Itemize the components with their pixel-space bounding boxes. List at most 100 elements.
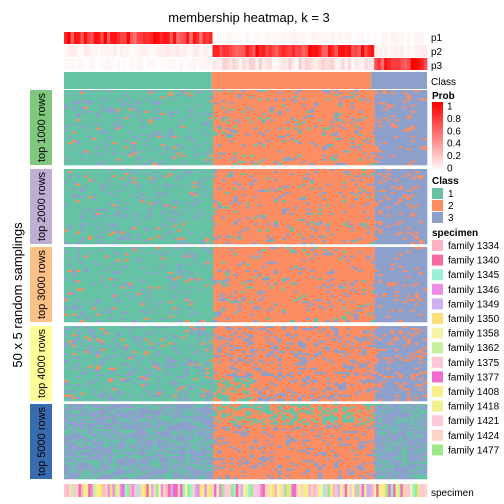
heat-cell — [241, 119, 245, 121]
heat-cell — [298, 157, 302, 159]
heat-cell — [225, 161, 229, 163]
heat-cell — [294, 119, 298, 121]
heat-cell — [322, 177, 326, 179]
heat-cell — [306, 132, 310, 134]
heat-cell — [213, 182, 217, 184]
heat-cell — [338, 125, 342, 127]
heat-cell — [282, 182, 286, 184]
heat-cell — [237, 125, 241, 127]
heat-cell — [108, 157, 112, 159]
heat-cell — [141, 171, 145, 173]
heat-cell — [278, 159, 282, 161]
heat-cell — [161, 103, 165, 105]
heat-cell — [112, 111, 116, 113]
heat-cell — [395, 161, 399, 163]
heat-cell — [141, 163, 145, 165]
heat-cell — [213, 146, 217, 148]
heat-cell — [266, 157, 270, 159]
heat-cell — [88, 132, 92, 134]
heat-cell — [104, 132, 108, 134]
heat-cell — [330, 142, 334, 144]
heat-cell — [354, 94, 358, 96]
heat-cell — [233, 94, 237, 96]
heat-cell — [310, 136, 314, 138]
heat-cell — [165, 98, 169, 100]
heat-cell — [165, 196, 169, 198]
prob-cell-p1 — [391, 32, 395, 44]
heat-cell — [96, 177, 100, 179]
heat-cell — [403, 188, 407, 190]
heat-cell — [165, 119, 169, 121]
heat-cell — [314, 119, 318, 121]
heat-cell — [137, 146, 141, 148]
heat-cell — [233, 194, 237, 196]
heat-cell — [250, 138, 254, 140]
heat-cell — [326, 153, 330, 155]
heat-cell — [314, 115, 318, 117]
heat-cell — [72, 100, 76, 102]
heat-cell — [318, 94, 322, 96]
prob-cell-p2 — [84, 45, 88, 57]
heat-cell — [181, 107, 185, 109]
heat-cell — [314, 155, 318, 157]
heat-cell — [133, 121, 137, 123]
heat-cell — [379, 123, 383, 125]
heat-cell — [233, 182, 237, 184]
heat-cell — [391, 194, 395, 196]
heat-cell — [254, 144, 258, 146]
heat-cell — [423, 161, 427, 163]
prob-cell-p2 — [292, 45, 296, 57]
heat-cell — [100, 113, 104, 115]
prob-cell-p3 — [368, 58, 372, 70]
heat-cell — [310, 105, 314, 107]
heat-cell — [419, 138, 423, 140]
heat-cell — [375, 177, 379, 179]
heat-cell — [157, 159, 161, 161]
heat-cell — [153, 153, 157, 155]
heat-cell — [241, 121, 245, 123]
heat-cell — [84, 125, 88, 127]
heat-cell — [395, 103, 399, 105]
heat-cell — [217, 179, 221, 181]
heat-cell — [181, 119, 185, 121]
prob-cell-p1 — [229, 32, 233, 44]
heat-cell — [161, 182, 165, 184]
heat-cell — [278, 113, 282, 115]
heat-cell — [173, 186, 177, 188]
heat-cell — [177, 146, 181, 148]
heat-cell — [330, 175, 334, 177]
heat-cell — [395, 109, 399, 111]
heat-cell — [334, 117, 338, 119]
heat-cell — [290, 123, 294, 125]
heat-cell — [330, 150, 334, 152]
heat-cell — [282, 194, 286, 196]
heat-cell — [96, 161, 100, 163]
heat-cell — [141, 182, 145, 184]
heat-cell — [334, 130, 338, 132]
heat-cell — [92, 111, 96, 113]
prob-cell-p3 — [282, 58, 286, 70]
heat-cell — [399, 130, 403, 132]
heat-cell — [282, 148, 286, 150]
heat-cell — [423, 98, 427, 100]
heat-cell — [229, 96, 233, 98]
heat-cell — [169, 138, 173, 140]
heat-cell — [391, 148, 395, 150]
heat-cell — [326, 175, 330, 177]
heat-cell — [423, 125, 427, 127]
heat-cell — [246, 103, 250, 105]
heat-cell — [237, 107, 241, 109]
heat-cell — [342, 130, 346, 132]
heat-cell — [367, 142, 371, 144]
heat-cell — [221, 107, 225, 109]
heat-cell — [133, 161, 137, 163]
heat-cell — [246, 123, 250, 125]
heat-cell — [306, 107, 310, 109]
heat-cell — [213, 98, 217, 100]
heat-cell — [104, 157, 108, 159]
heat-cell — [205, 128, 209, 130]
heat-cell — [274, 92, 278, 94]
heat-cell — [229, 90, 233, 92]
heat-cell — [125, 146, 129, 148]
heat-cell — [84, 98, 88, 100]
